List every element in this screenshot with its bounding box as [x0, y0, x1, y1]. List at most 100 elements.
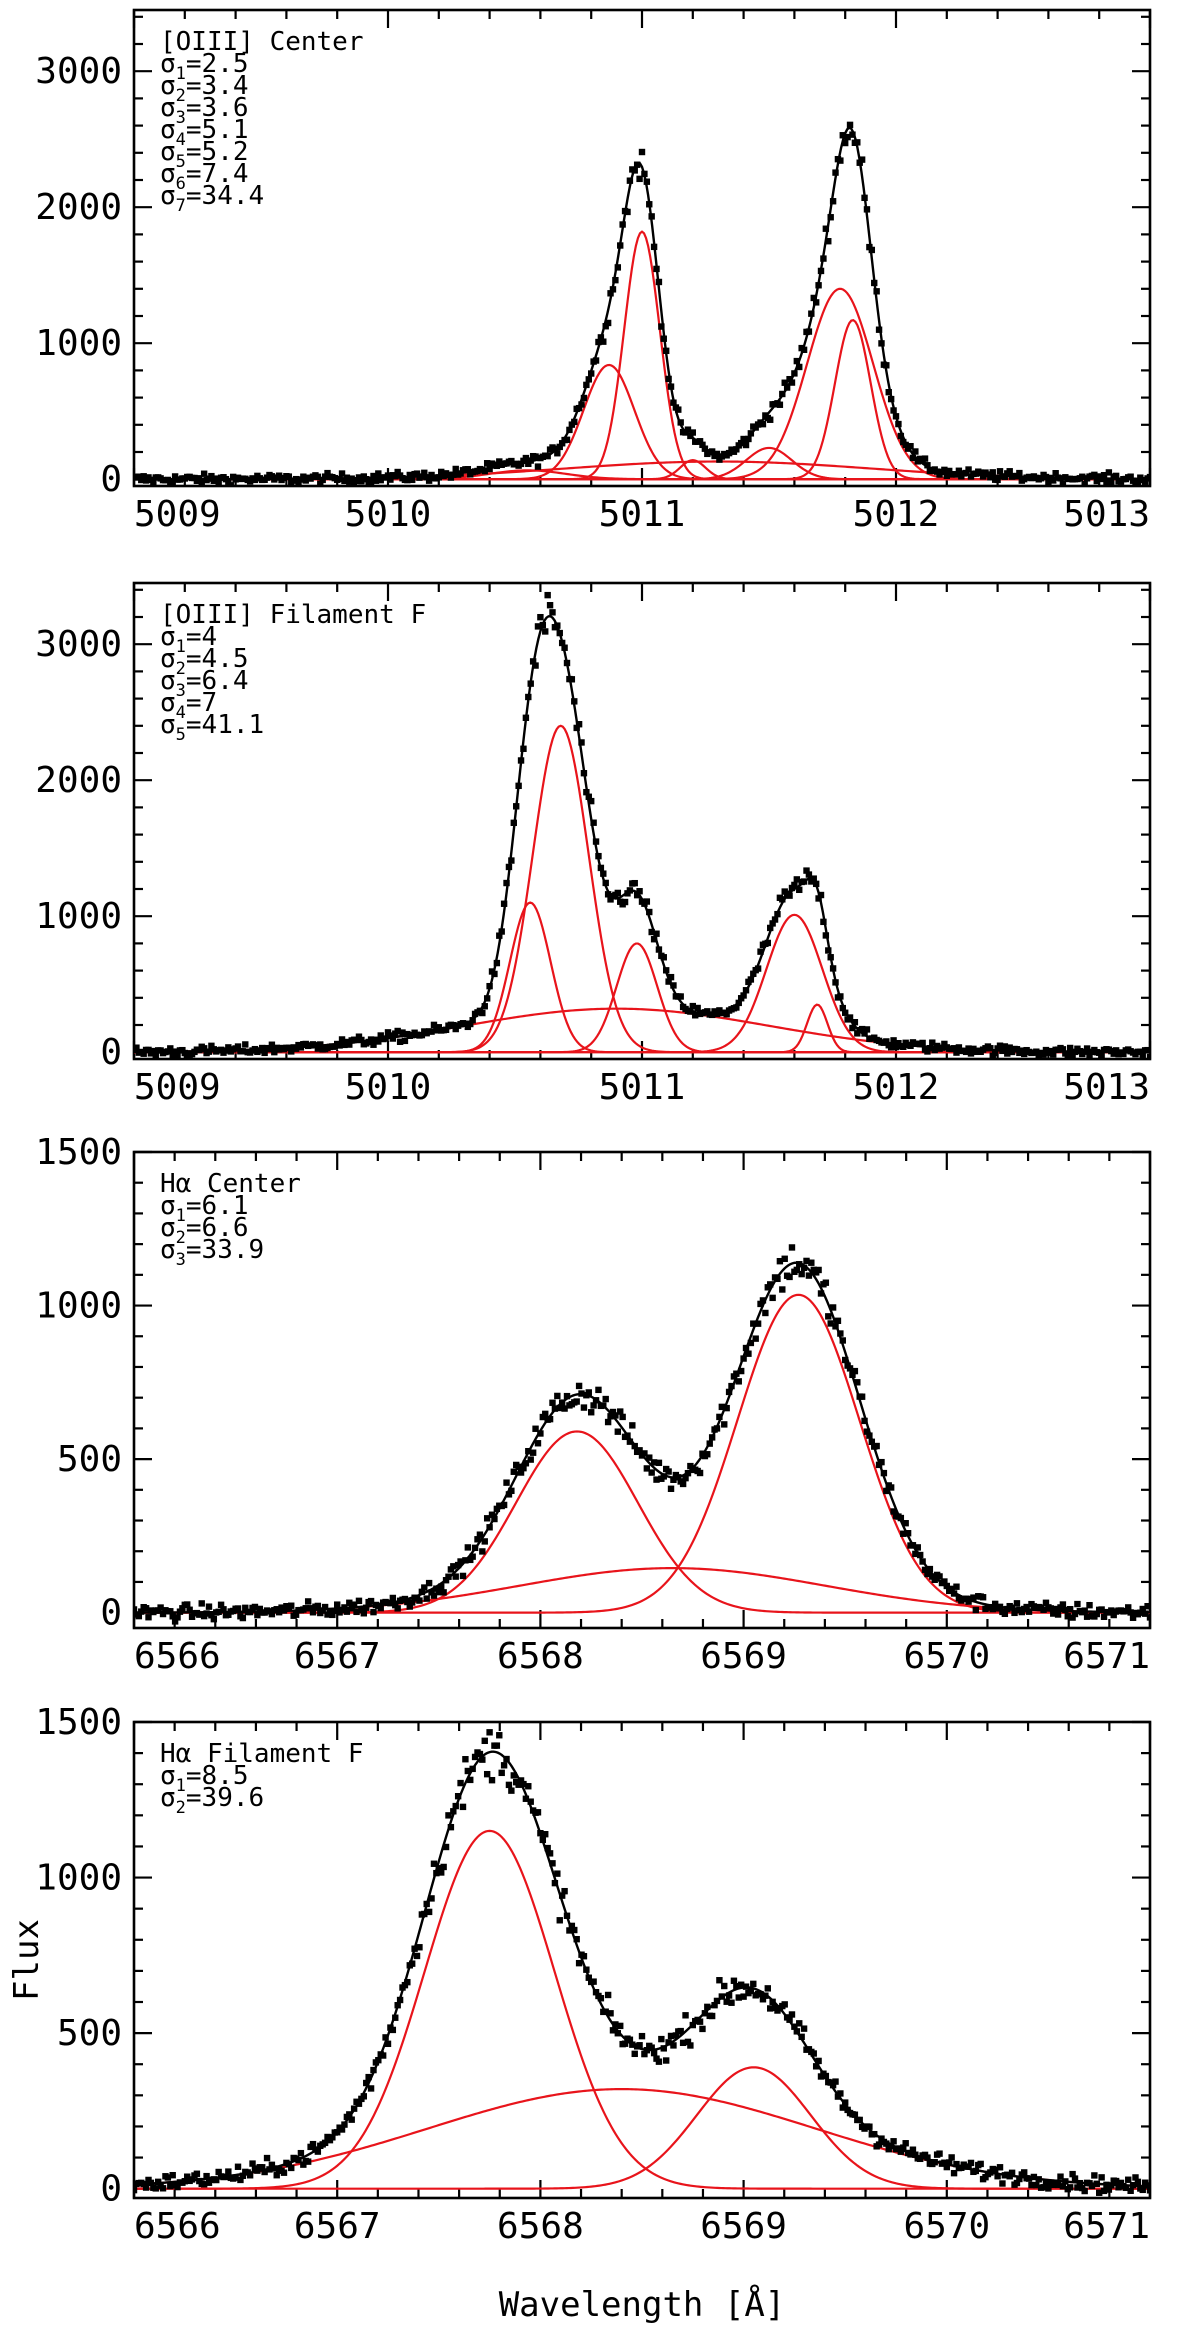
data-point — [1115, 2184, 1122, 2191]
data-point — [334, 1601, 341, 1608]
data-point — [1047, 1605, 1055, 1612]
data-point — [812, 299, 820, 306]
data-point — [588, 797, 595, 805]
data-point — [423, 1595, 430, 1602]
x-tick-label: 6568 — [497, 2206, 584, 2247]
data-point — [704, 1451, 711, 1458]
data-point — [890, 2138, 897, 2145]
data-point — [546, 602, 554, 609]
data-point — [208, 1042, 215, 1050]
data-point — [733, 1982, 740, 1990]
data-point — [375, 470, 382, 477]
data-point — [839, 132, 846, 139]
data-point — [348, 2116, 355, 2123]
data-point — [135, 473, 143, 480]
data-point — [600, 338, 607, 345]
data-point — [863, 1428, 871, 1435]
gaussian-component-4 — [134, 913, 1150, 1054]
data-point — [1127, 2187, 1134, 2194]
data-point — [454, 1793, 462, 1800]
data-point — [786, 375, 793, 383]
data-point — [297, 2149, 305, 2157]
data-point — [167, 2182, 174, 2190]
data-point — [578, 401, 585, 408]
data-point — [355, 1033, 363, 1040]
data-point — [900, 1530, 907, 1537]
data-point — [442, 1843, 450, 1851]
data-point — [1098, 1051, 1105, 1059]
data-point — [483, 1515, 491, 1522]
data-point — [670, 982, 677, 989]
data-point — [546, 1415, 554, 1423]
data-point — [1112, 2177, 1120, 2185]
data-point — [440, 1589, 447, 1596]
data-point — [626, 1438, 634, 1445]
x-tick-label: 6569 — [700, 2206, 787, 2247]
data-point — [776, 1257, 784, 1265]
data-point — [740, 435, 747, 443]
data-point — [563, 1392, 571, 1400]
data-point — [1025, 1608, 1033, 1615]
data-point — [667, 1485, 675, 1492]
data-point — [1112, 472, 1120, 480]
data-point — [580, 1404, 588, 1411]
data-point — [609, 1408, 617, 1416]
total-fit-line — [134, 126, 1150, 481]
data-point — [689, 429, 696, 436]
data-point — [936, 1573, 943, 1580]
data-point — [280, 2169, 288, 2176]
data-point — [916, 2155, 924, 2163]
data-point — [796, 886, 803, 894]
data-point — [1042, 2179, 1050, 2187]
data-point — [358, 1036, 365, 1044]
data-point — [578, 739, 585, 746]
data-point — [1071, 2175, 1079, 2182]
data-point — [660, 1473, 667, 1480]
x-tick-label: 5010 — [345, 1067, 432, 1108]
data-point — [614, 889, 622, 897]
data-point — [358, 477, 365, 485]
data-point — [215, 2168, 222, 2176]
panel-halpha-filament-f: 6566 6567 6568 6569 6570 6571 0 500 1000 1500 Hα F… — [35, 1702, 1152, 2247]
data-point — [503, 1479, 510, 1486]
data-point — [953, 2160, 960, 2168]
data-point — [863, 1026, 871, 1033]
data-point — [643, 898, 651, 905]
panel-title: [OIII] Center — [160, 27, 364, 57]
data-point — [832, 2078, 839, 2085]
x-tick-label: 6570 — [903, 1636, 990, 1677]
data-point — [1050, 1610, 1057, 1617]
data-point — [529, 1449, 537, 1456]
data-point — [716, 1413, 723, 1421]
data-point — [363, 1604, 370, 1611]
data-point — [481, 1538, 488, 1545]
data-point — [638, 2032, 646, 2040]
data-point — [242, 1604, 249, 1612]
data-point — [580, 394, 588, 402]
data-point — [379, 2052, 387, 2059]
data-point — [554, 1392, 561, 1400]
data-point — [805, 871, 813, 878]
data-point — [234, 2163, 242, 2170]
data-point — [670, 1476, 677, 1483]
x-tick-label: 6567 — [294, 1636, 381, 1677]
data-point — [568, 676, 576, 683]
data-point — [370, 1608, 377, 1616]
plot-frame — [132, 1150, 1152, 1630]
sigma-label: σ2=4.5 — [160, 644, 249, 679]
data-point — [941, 1578, 948, 1585]
data-point — [239, 1048, 247, 1055]
plot-area — [134, 1729, 1150, 2196]
data-point — [885, 389, 892, 396]
data-point — [353, 1608, 360, 1616]
panel-title: Hα Filament F — [160, 1739, 364, 1769]
data-point — [1001, 1610, 1009, 1617]
gaussian-component-2 — [134, 363, 1150, 481]
data-point — [730, 1977, 738, 1984]
data-point — [650, 1459, 658, 1466]
data-point — [479, 1009, 486, 1017]
data-point — [479, 1756, 486, 1763]
data-point — [179, 1605, 186, 1612]
data-point — [515, 1781, 522, 1788]
data-point — [1112, 1047, 1120, 1054]
